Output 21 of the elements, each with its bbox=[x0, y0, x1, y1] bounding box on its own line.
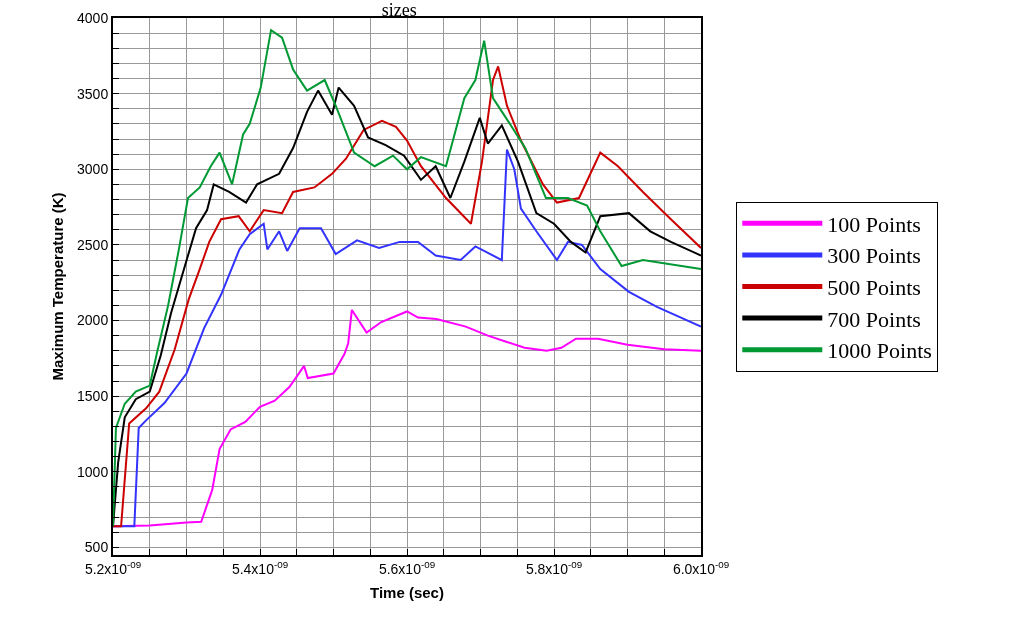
y-tick-label: 4000 bbox=[77, 9, 109, 26]
legend-label: 1000 Points bbox=[827, 338, 932, 364]
y-tick-label: 2000 bbox=[77, 312, 109, 329]
x-tick-label: 5.8x10$^{-09}$ bbox=[525, 558, 583, 577]
chart-title: sizes bbox=[381, 0, 417, 20]
y-tick-label: 1000 bbox=[77, 463, 109, 480]
legend-label: 100 Points bbox=[827, 211, 921, 237]
x-axis-title: Time (sec) bbox=[370, 584, 444, 602]
y-tick-label: 2500 bbox=[77, 236, 109, 253]
y-tick-label: 3500 bbox=[77, 85, 109, 102]
x-tick-label: 5.6x10$^{-09}$ bbox=[378, 558, 436, 577]
y-tick-label: 3000 bbox=[77, 161, 109, 178]
legend-label: 700 Points bbox=[827, 306, 921, 332]
x-tick-label: 5.2x10$^{-09}$ bbox=[84, 558, 142, 577]
y-tick-label: 500 bbox=[84, 539, 109, 556]
x-tick-label: 5.4x10$^{-09}$ bbox=[231, 558, 289, 577]
x-tick-label: 6.0x10$^{-09}$ bbox=[672, 558, 730, 577]
y-tick-label: 1500 bbox=[77, 388, 109, 405]
y-axis-title: Maximum Temperature (K) bbox=[48, 192, 66, 381]
legend-label: 500 Points bbox=[827, 275, 921, 301]
legend-label: 300 Points bbox=[827, 243, 921, 269]
